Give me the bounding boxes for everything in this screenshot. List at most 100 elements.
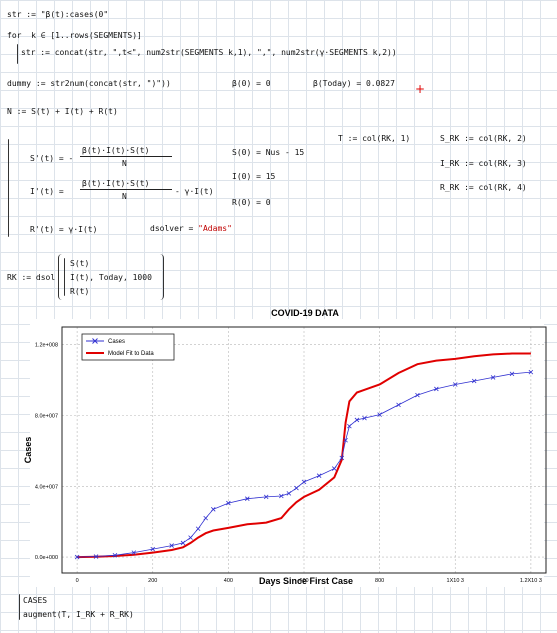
i-fraction-bar bbox=[80, 189, 172, 190]
t-def[interactable]: T := col(RK, 1) bbox=[338, 134, 411, 143]
cases-marker bbox=[509, 371, 515, 377]
cases-marker bbox=[203, 515, 208, 521]
x-axis-label: Days Since First Case bbox=[259, 576, 353, 586]
s-initial[interactable]: S(0) = Nus - 15 bbox=[232, 148, 305, 157]
x-tick-label: 0 bbox=[76, 578, 79, 584]
legend-cases-label: Cases bbox=[108, 339, 125, 345]
s-rk-def[interactable]: S_RK := col(RK, 2) bbox=[440, 134, 527, 143]
rk-brace bbox=[64, 258, 65, 296]
n-def[interactable]: N := S(t) + I(t) + R(t) bbox=[7, 107, 118, 116]
cases-line bbox=[77, 371, 531, 558]
cases-marker bbox=[210, 507, 216, 512]
cases-marker bbox=[150, 546, 156, 552]
cases-marker bbox=[347, 423, 352, 429]
loop-body[interactable]: str := concat(str, ",t<", num2str(SEGMEN… bbox=[21, 48, 397, 57]
cases-marker bbox=[294, 485, 299, 491]
cases-marker bbox=[343, 437, 348, 443]
str-init[interactable]: str := "β(t):cases(0" bbox=[7, 10, 109, 19]
cases-marker bbox=[74, 554, 80, 560]
i-rk-def[interactable]: I_RK := col(RK, 3) bbox=[440, 159, 527, 168]
beta-zero[interactable]: β(0) = 0 bbox=[232, 79, 271, 88]
s-fraction-den: N bbox=[122, 159, 127, 168]
cases-marker bbox=[286, 491, 292, 496]
loop-brace bbox=[17, 44, 18, 64]
x-tick-label: 1X10 3 bbox=[447, 578, 464, 584]
cases-marker bbox=[331, 466, 337, 471]
x-tick-label: 800 bbox=[375, 578, 384, 584]
legend-model-label: Model Fit to Data bbox=[108, 351, 154, 357]
legend-cases-marker bbox=[92, 338, 98, 344]
cases-marker bbox=[195, 526, 201, 532]
i-tail: - γ·I(t) bbox=[175, 187, 214, 196]
legend: Cases Model Fit to Data bbox=[81, 333, 175, 361]
for-loop[interactable]: for k ∈ [1..rows(SEGMENTS)] bbox=[7, 31, 142, 40]
cases-marker bbox=[188, 535, 193, 540]
insertion-cursor-icon: + bbox=[415, 82, 426, 96]
plot-frame bbox=[61, 326, 547, 574]
cases-marker bbox=[226, 500, 231, 506]
cases-marker bbox=[112, 553, 118, 558]
cases-marker bbox=[93, 554, 99, 559]
i-fraction-num: β(t)·I(t)·S(t) bbox=[82, 179, 150, 188]
cases-brace bbox=[19, 594, 20, 620]
x-tick-label: 1.2X10 3 bbox=[520, 578, 542, 584]
r-rk-def[interactable]: R_RK := col(RK, 4) bbox=[440, 183, 527, 192]
cases-marker bbox=[169, 543, 174, 548]
cases-marker bbox=[434, 386, 439, 392]
rk-s: S(t) bbox=[70, 259, 90, 268]
cases-marker bbox=[490, 375, 496, 380]
cases-marker bbox=[452, 382, 458, 387]
r-initial[interactable]: R(0) = 0 bbox=[232, 198, 271, 207]
s-fraction-num: β(t)·I(t)·S(t) bbox=[82, 146, 150, 155]
covid-chart[interactable]: COVID-19 DATA Days Since First Case Case… bbox=[0, 300, 557, 590]
legend-box bbox=[81, 333, 175, 361]
rk-r: R(t) bbox=[70, 287, 90, 296]
model-fit-line bbox=[77, 352, 531, 559]
dsolver-setting[interactable]: dsolver = "Adams" bbox=[150, 224, 232, 234]
cases-marker bbox=[377, 412, 382, 417]
s-equation[interactable]: S'(t) = - bbox=[30, 154, 74, 163]
chart-grid bbox=[62, 327, 546, 573]
cases-marker bbox=[279, 493, 284, 499]
x-tick-label: 600 bbox=[299, 578, 308, 584]
beta-today[interactable]: β(Today) = 0.0827 bbox=[313, 79, 395, 88]
cases-var[interactable]: CASES bbox=[23, 596, 48, 605]
cases-marker bbox=[528, 369, 534, 375]
cases-marker bbox=[415, 392, 420, 398]
plot-area bbox=[30, 319, 544, 587]
i-equation[interactable]: I'(t) = bbox=[30, 187, 64, 196]
dsolver-value: "Adams" bbox=[198, 224, 232, 233]
cases-marker bbox=[362, 415, 367, 421]
i-fraction-den: N bbox=[122, 192, 127, 201]
system-brace bbox=[8, 139, 9, 237]
rk-i: I(t), Today, 1000 bbox=[70, 273, 152, 282]
cases-marker bbox=[316, 473, 322, 478]
cases-marker bbox=[471, 378, 477, 384]
dsolver-label: dsolver = bbox=[150, 224, 199, 233]
y-axis-label: Cases bbox=[23, 437, 33, 464]
y-tick-label: 4.0e+007 bbox=[35, 484, 58, 490]
y-tick-label: 1.2e+008 bbox=[35, 343, 58, 349]
rk-args bbox=[58, 254, 164, 300]
cases-marker bbox=[396, 402, 401, 408]
y-tick-label: 8.0e+007 bbox=[35, 413, 58, 419]
i-initial[interactable]: I(0) = 15 bbox=[232, 172, 276, 181]
cases-marker bbox=[339, 455, 345, 461]
s-fraction-bar bbox=[80, 156, 172, 157]
y-tick-label: 0.0e+000 bbox=[35, 555, 58, 561]
rk-def[interactable]: RK := dsol bbox=[7, 273, 56, 282]
cases-marker bbox=[131, 550, 137, 555]
cases-marker bbox=[301, 479, 307, 485]
augment-expr[interactable]: augment(T, I_RK + R_RK) bbox=[23, 610, 134, 619]
x-tick-label: 200 bbox=[148, 578, 157, 584]
r-equation[interactable]: R'(t) = γ·I(t) bbox=[30, 225, 98, 234]
cases-marker bbox=[263, 494, 269, 500]
cases-marker bbox=[180, 540, 186, 546]
x-tick-label: 400 bbox=[224, 578, 233, 584]
cases-marker bbox=[244, 496, 250, 501]
axis-ticks: 0 200 400 600 800 1X10 3 1.2X10 3 0.0e+000 4.0e+… bbox=[35, 343, 542, 584]
series-group bbox=[74, 352, 534, 560]
chart-title: COVID-19 DATA bbox=[271, 308, 339, 318]
dummy-def[interactable]: dummy := str2num(concat(str, ")")) bbox=[7, 79, 171, 88]
cases-marker bbox=[354, 417, 360, 423]
